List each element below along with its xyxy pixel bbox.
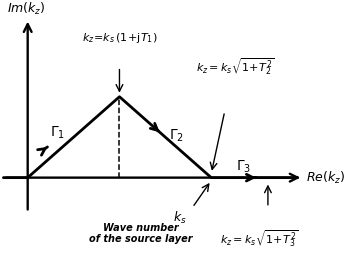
Text: $\mathit{Im}(k_z)$: $\mathit{Im}(k_z)$	[7, 1, 46, 17]
Text: $k_z = k_s\sqrt{1\!+\!T_3^2}$: $k_z = k_s\sqrt{1\!+\!T_3^2}$	[220, 228, 299, 249]
Text: $\mathit{\Gamma}_2$: $\mathit{\Gamma}_2$	[169, 128, 184, 144]
Text: $k_z\!=\!k_s\,(1\!+\!\mathrm{j}T_1)$: $k_z\!=\!k_s\,(1\!+\!\mathrm{j}T_1)$	[82, 31, 157, 45]
Text: $\mathit{Re}(k_z)$: $\mathit{Re}(k_z)$	[306, 170, 345, 186]
Text: $k_s$: $k_s$	[173, 209, 187, 226]
Text: $\mathit{\Gamma}_3$: $\mathit{\Gamma}_3$	[236, 159, 251, 175]
Text: $k_z = k_s\sqrt{1\!+\!T_2^2}$: $k_z = k_s\sqrt{1\!+\!T_2^2}$	[196, 56, 275, 77]
Text: Wave number
of the source layer: Wave number of the source layer	[89, 223, 193, 244]
Text: $\mathit{\Gamma}_1$: $\mathit{\Gamma}_1$	[50, 124, 65, 141]
